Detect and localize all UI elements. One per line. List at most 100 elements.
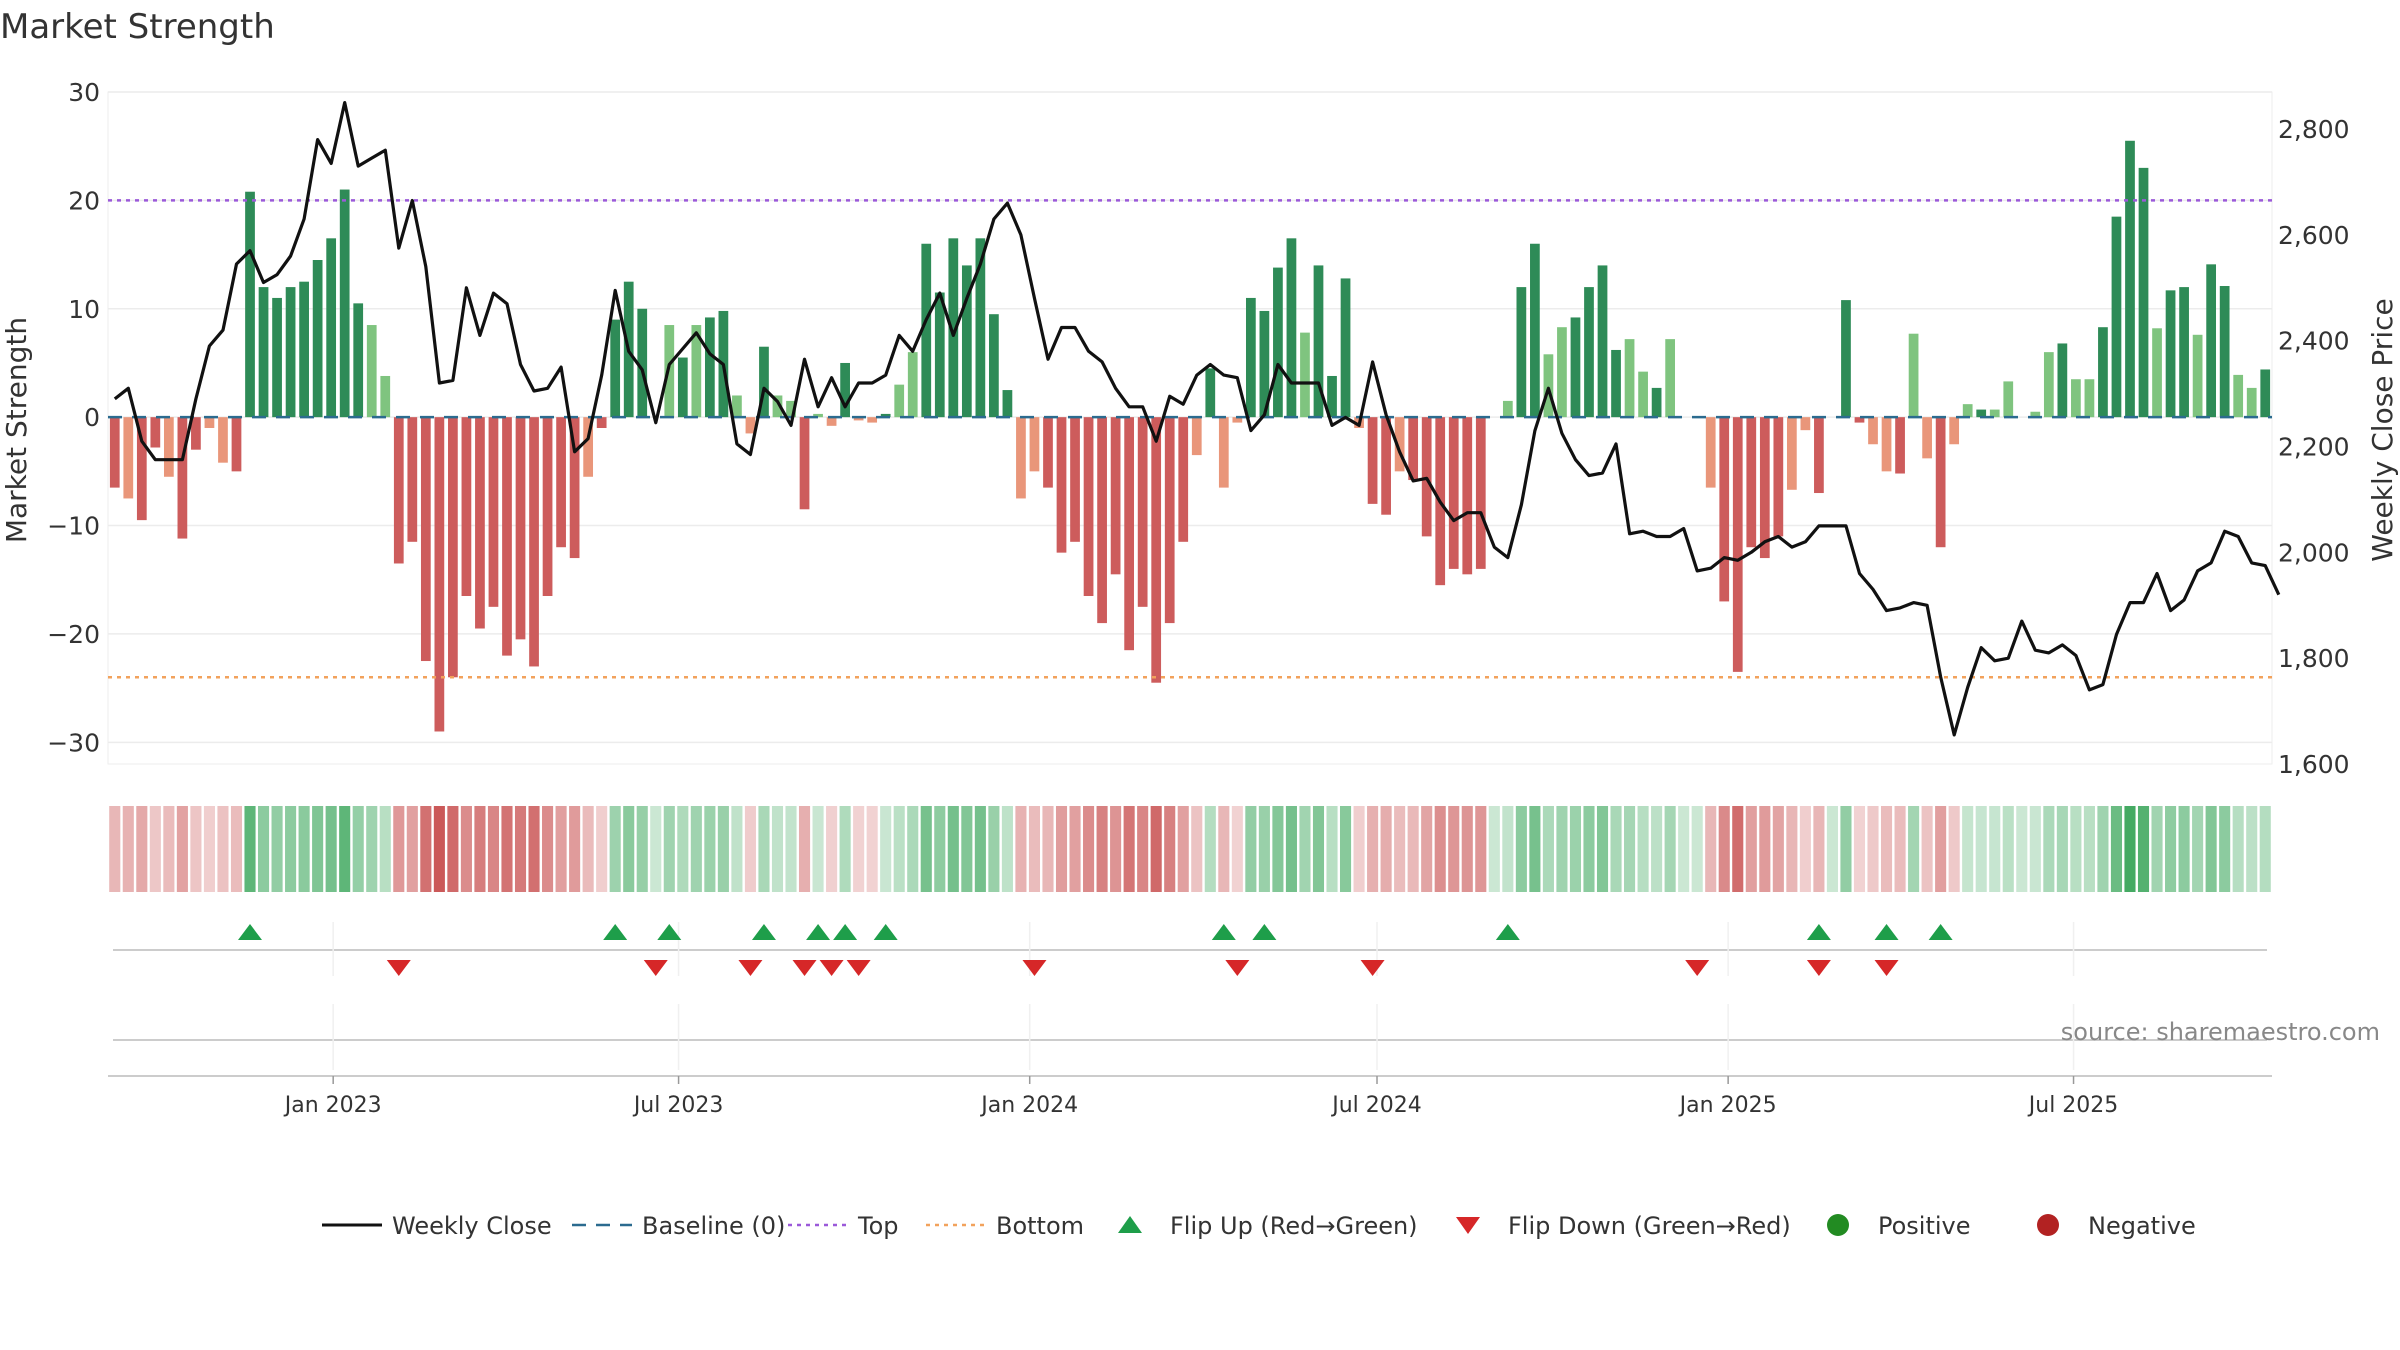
heat-cell — [1556, 806, 1568, 892]
heat-cell — [798, 806, 811, 892]
strength-bar — [1557, 327, 1567, 418]
heat-cell — [393, 806, 405, 892]
strength-bar — [1814, 417, 1824, 494]
heat-cell — [1299, 806, 1311, 892]
heat-cell — [893, 806, 905, 892]
heat-cell — [1935, 806, 1947, 892]
strength-bar — [610, 319, 621, 418]
strength-bar — [2003, 381, 2014, 418]
strength-bar — [772, 395, 783, 418]
strength-bar — [299, 281, 309, 418]
flip-up-marker — [1874, 924, 1899, 940]
strength-bar — [569, 417, 580, 559]
heat-cell — [731, 806, 743, 892]
heat-cell — [217, 806, 229, 892]
heat-cell — [298, 806, 310, 892]
heat-cell — [271, 806, 283, 892]
strength-bar — [1070, 417, 1080, 542]
weekly-close-series — [113, 100, 2281, 737]
legend-swatch-circle — [1827, 1214, 1849, 1236]
strength-bar — [1502, 400, 1513, 418]
legend-swatch-flip-up — [1118, 1216, 1142, 1233]
x-axis: Jan 2023 Jul 2023 Jan 2024 Jul 2024 Jan 2025… — [283, 1076, 2119, 1118]
strength-bar — [2233, 374, 2244, 418]
right-y-tick-label: 2,000 — [2278, 538, 2350, 567]
strength-bar — [123, 417, 134, 499]
strength-bar — [2152, 328, 2162, 418]
right-y-tick-label: 2,400 — [2278, 327, 2350, 356]
heat-cell — [1853, 806, 1866, 892]
strength-bar — [1922, 417, 1932, 459]
heat-cell — [1948, 806, 1960, 892]
strength-bar — [1935, 417, 1946, 548]
right-y-tick-label: 2,800 — [2278, 115, 2350, 144]
legend: Weekly Close Baseline (0) Top Bottom Flip Up… — [322, 1212, 2196, 1240]
heat-cell — [1150, 806, 1162, 892]
heat-cell — [136, 806, 148, 892]
heat-cell — [1732, 806, 1744, 892]
strength-bar — [907, 352, 918, 418]
heat-cell — [109, 806, 121, 892]
strength-bar — [1016, 417, 1026, 499]
heat-cell — [339, 806, 351, 892]
strength-bar — [1800, 417, 1811, 431]
strength-bar — [1516, 287, 1527, 418]
strength-bar — [339, 189, 350, 418]
heat-cell — [934, 806, 946, 892]
heat-cell — [1759, 806, 1771, 892]
heat-cell — [1434, 806, 1446, 892]
heat-cell — [1407, 806, 1419, 892]
flip-down-marker — [819, 960, 844, 976]
strength-bar — [272, 297, 282, 418]
right-y-axis-label: Weekly Close Price — [2366, 298, 2399, 561]
strength-bar — [1002, 390, 1013, 418]
heat-cell — [474, 806, 486, 892]
heat-cell — [1083, 806, 1095, 892]
flip-down-marker — [386, 960, 411, 976]
heat-cell — [2232, 806, 2244, 892]
heat-cell — [2165, 806, 2177, 892]
strength-bar — [1989, 409, 2000, 418]
x-tick-label: Jul 2024 — [1330, 1093, 1422, 1118]
strength-bar — [2260, 369, 2271, 418]
heat-cell — [2029, 806, 2041, 892]
legend-label: Top — [857, 1212, 899, 1240]
heat-cell — [2178, 806, 2190, 892]
heat-cell — [244, 806, 256, 892]
strength-bar — [1340, 278, 1351, 418]
strength-bar — [1759, 417, 1770, 559]
heat-cell — [1110, 806, 1122, 892]
strength-bar — [786, 400, 796, 418]
strength-bar — [380, 375, 391, 418]
heat-cell — [2151, 806, 2163, 892]
heat-cell — [1231, 806, 1243, 892]
strength-bar — [799, 417, 810, 510]
heat-cell — [1245, 806, 1257, 892]
heat-cell — [2192, 806, 2204, 892]
strength-bars — [109, 140, 2271, 732]
strength-bar — [867, 417, 878, 423]
strength-bar — [420, 417, 431, 662]
strength-bar — [2071, 379, 2081, 418]
strength-bar — [948, 238, 959, 418]
heat-cell — [636, 806, 648, 892]
legend-swatch-circle — [2037, 1214, 2059, 1236]
strength-bar — [2165, 290, 2176, 418]
heat-cell — [366, 806, 378, 892]
strength-bar — [1408, 417, 1419, 481]
x-tick-label: Jul 2025 — [2027, 1093, 2119, 1118]
strength-bar — [583, 417, 594, 477]
heat-cell — [1840, 806, 1852, 892]
strength-bar — [1908, 333, 1919, 418]
strength-bar — [989, 314, 999, 418]
x-tick-label: Jan 2023 — [283, 1093, 382, 1118]
heat-cell — [1529, 806, 1541, 892]
heat-cell — [1394, 806, 1406, 892]
heat-cell — [230, 806, 243, 892]
heat-cell — [1826, 806, 1838, 892]
strength-bar — [285, 287, 296, 418]
strength-bar — [1394, 417, 1405, 472]
strength-bar — [150, 417, 161, 448]
strength-bar — [448, 417, 458, 678]
strength-bar — [1665, 339, 1676, 418]
